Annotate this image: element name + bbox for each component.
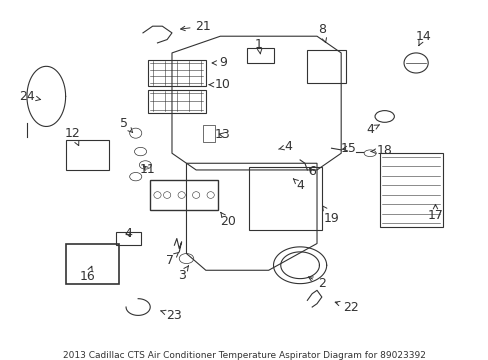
Text: 3: 3 [177,266,188,282]
Text: 22: 22 [335,301,358,314]
Text: 2013 Cadillac CTS Air Conditioner Temperature Aspirator Diagram for 89023392: 2013 Cadillac CTS Air Conditioner Temper… [63,351,425,360]
Text: 6: 6 [307,165,315,178]
Text: 2: 2 [308,277,325,290]
Text: 20: 20 [219,212,235,228]
Text: 23: 23 [161,309,182,322]
Text: 19: 19 [322,206,339,225]
Text: 8: 8 [317,23,326,42]
Text: 12: 12 [65,127,81,145]
Text: 7: 7 [165,252,178,267]
Text: 16: 16 [80,266,95,283]
Text: 5: 5 [120,117,132,132]
Text: 1: 1 [255,38,263,54]
Text: 11: 11 [140,163,155,176]
Text: 17: 17 [427,204,443,222]
Text: 4: 4 [278,140,291,153]
Text: 14: 14 [415,30,430,46]
Text: 9: 9 [212,57,226,69]
Text: 15: 15 [340,142,356,155]
Text: 4: 4 [366,123,379,136]
Text: 21: 21 [180,20,211,33]
Text: 18: 18 [370,144,392,157]
Text: 13: 13 [214,129,230,141]
Text: 10: 10 [208,78,230,91]
Text: 24: 24 [19,90,41,103]
Text: 4: 4 [124,227,132,240]
Text: 4: 4 [293,179,304,192]
